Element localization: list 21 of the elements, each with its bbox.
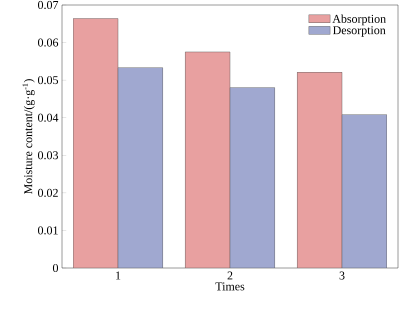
y-tick-label: 0 (52, 264, 58, 272)
y-tick-label: 0.06 (38, 38, 58, 47)
y-axis-title: Moisture content/(g·g$^{-1}$) (22, 79, 35, 194)
bar (297, 72, 342, 268)
x-tick-label: 2 (228, 272, 232, 280)
x-tick-label: 1 (116, 272, 120, 280)
y-tick-label: 0.03 (38, 151, 58, 160)
x-axis-title: Times (215, 282, 244, 290)
bar (118, 68, 163, 268)
legend-label: Desorption (332, 26, 386, 37)
y-tick-label: 0.04 (38, 114, 58, 122)
y-tick-label: 0.01 (38, 226, 58, 234)
bar (342, 114, 387, 268)
y-tick-label: 0.05 (38, 76, 58, 84)
bar (230, 88, 275, 268)
bar (73, 18, 118, 268)
x-tick-label: 3 (340, 272, 345, 280)
legend-label: Absorption (332, 14, 386, 26)
bar (185, 52, 230, 268)
y-tick-label: 0.02 (38, 188, 58, 197)
y-tick-label: 0.07 (38, 0, 58, 10)
